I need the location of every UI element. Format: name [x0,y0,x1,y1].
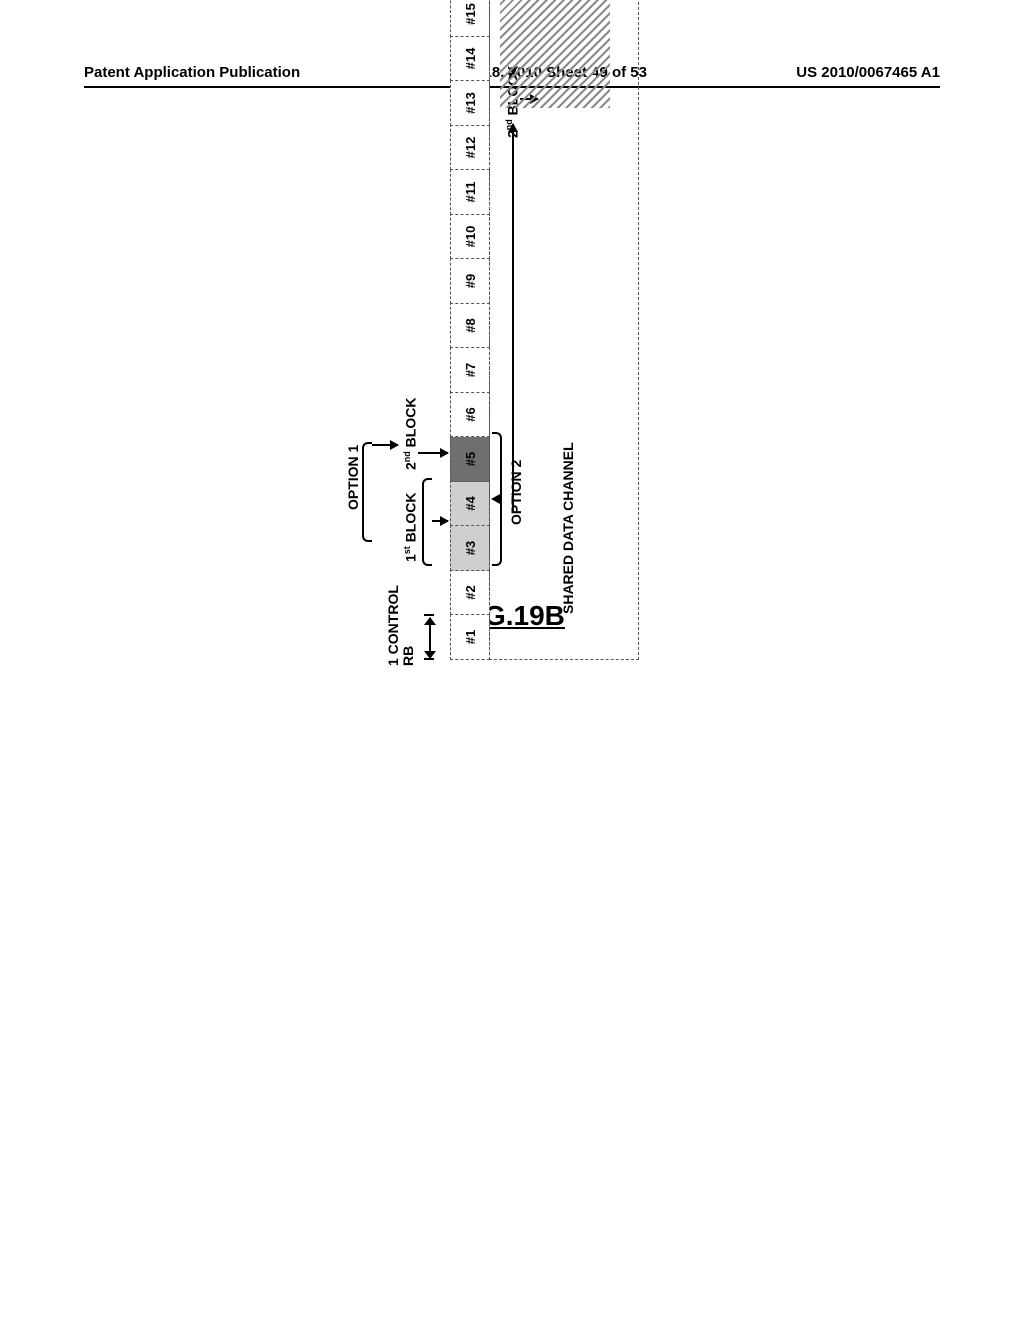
rb-row: #1#2#3#4#5#6#7#8#9#10#11#12#13#14#15#16#… [450,0,490,660]
rb-cell: #9 [450,258,490,304]
rb-cell: #13 [450,80,490,126]
rb-cell: #2 [450,570,490,616]
block2-top-arrow [418,452,448,454]
control-rb-text: 1 CONTROLRB [385,585,416,666]
ctrl-tick-right [424,614,434,616]
option1-arrow [372,444,398,446]
rb-cell: #7 [450,347,490,393]
rb-cell: #3 [450,525,490,571]
option1-label: OPTION 1 [345,445,361,510]
shared-data-channel-label: SHARED DATA CHANNEL [560,442,576,614]
rb-cell: #6 [450,392,490,438]
header-left: Patent Application Publication [84,64,300,81]
rb-cell: #5 [450,436,490,482]
block1-brace [422,478,432,566]
control-rb-label: 1 CONTROLRB [386,585,417,666]
block2-top-label: 2nd BLOCK [402,398,419,470]
rb-cell: #4 [450,481,490,527]
rb-cell: #12 [450,125,490,171]
control-rb-span [424,618,436,658]
block1-arrow [432,520,448,522]
diagram: 1 CONTROLRB OPTION 1 1st BLOCK 2nd BLOCK [330,0,690,660]
rb-cell: #14 [450,36,490,82]
rb-cell: #8 [450,303,490,349]
rb-cell: #1 [450,614,490,660]
rb-cell: #10 [450,214,490,260]
hatched-region [500,0,610,108]
rb-cell: #11 [450,169,490,215]
option1-brace [362,442,372,542]
page: Patent Application Publication Mar. 18, … [0,0,1024,1320]
block1-label: 1st BLOCK [402,493,419,562]
header-right: US 2010/0067465 A1 [796,64,940,81]
rb-cell: #15 [450,0,490,37]
diagram-rotated: 1 CONTROLRB OPTION 1 1st BLOCK 2nd BLOCK [330,0,690,660]
